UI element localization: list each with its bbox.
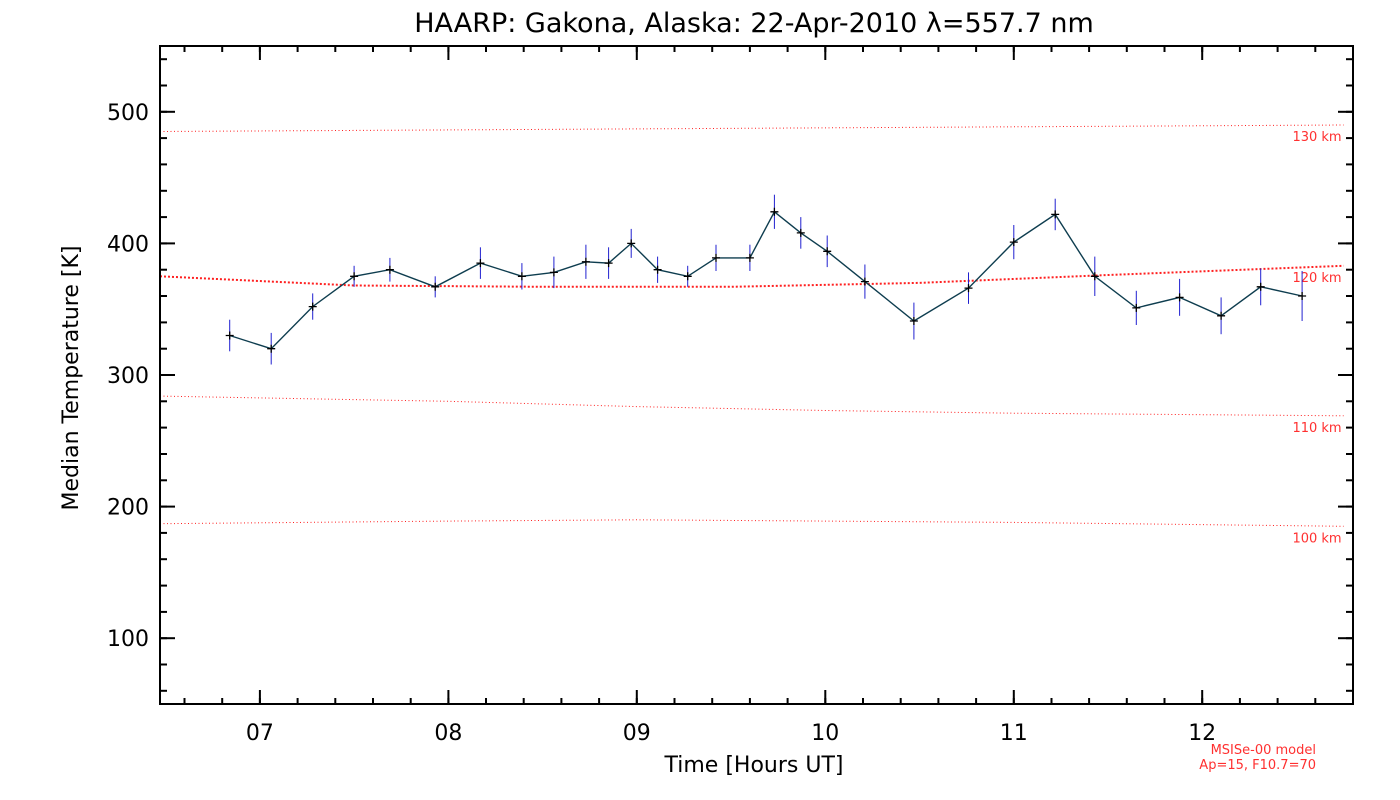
x-tick-label: 11 — [1000, 721, 1028, 746]
y-tick-label: 200 — [107, 496, 149, 521]
y-tick-label: 100 — [107, 627, 149, 652]
x-tick-label: 12 — [1188, 721, 1216, 746]
y-tick-label: 300 — [107, 364, 149, 389]
data-point — [1175, 293, 1184, 302]
data-point — [770, 207, 779, 216]
model-note-line-1: MSISe-00 model — [1211, 743, 1316, 758]
data-point — [476, 259, 485, 268]
y-axis-label: Median Temperature [K] — [59, 246, 84, 511]
data-point — [823, 247, 832, 256]
data-point — [1090, 272, 1099, 281]
data-point — [683, 272, 692, 281]
model-line-110-km — [159, 395, 1344, 417]
data-point — [604, 259, 613, 268]
model-note-line-2: Ap=15, F10.7=70 — [1199, 758, 1316, 773]
x-tick-label: 09 — [623, 721, 651, 746]
model-line-label-130-km: 130 km — [1292, 130, 1341, 145]
model-line-label-100-km: 100 km — [1292, 531, 1341, 546]
data-point — [964, 284, 973, 293]
data-point — [581, 257, 590, 266]
chart-title: HAARP: Gakona, Alaska: 22-Apr-2010 λ=557… — [414, 8, 1094, 39]
data-point — [431, 282, 440, 291]
model-line-label-110-km: 110 km — [1292, 421, 1341, 436]
data-point — [627, 239, 636, 248]
data-point — [745, 253, 754, 262]
data-point — [350, 272, 359, 281]
data-point — [1298, 292, 1307, 300]
data-point — [909, 317, 918, 325]
data-point — [549, 268, 558, 277]
plot-frame — [159, 45, 1354, 705]
data-point — [225, 331, 234, 340]
model-line-130-km — [159, 124, 1344, 132]
model-line-100-km — [159, 519, 1344, 527]
data-point — [860, 277, 869, 286]
y-tick-label: 500 — [107, 101, 149, 126]
data-point — [385, 265, 394, 274]
x-tick-label: 07 — [246, 721, 274, 746]
data-point — [1132, 303, 1141, 312]
plot-border — [159, 45, 1354, 705]
temperature-series-line — [229, 210, 1303, 350]
data-point — [308, 302, 317, 311]
data-point — [712, 253, 720, 262]
data-point — [1009, 238, 1018, 247]
x-tick-label: 10 — [811, 721, 839, 746]
data-point — [653, 265, 662, 274]
data-point — [796, 228, 805, 237]
data-point — [1256, 282, 1265, 291]
axis-ticks: 07 08 09 10 11 12 100 200 300 400 500 — [107, 46, 1354, 746]
x-tick-label: 08 — [434, 721, 462, 746]
data-point — [267, 344, 276, 353]
model-line-120-km — [159, 264, 1344, 288]
data-point — [1217, 311, 1226, 320]
model-line-label-120-km: 120 km — [1292, 271, 1341, 286]
data-point — [517, 272, 526, 281]
y-tick-label: 400 — [107, 232, 149, 257]
plot-area: 130 km 120 km 110 km 100 km — [159, 124, 1344, 546]
x-axis-label: Time [Hours UT] — [664, 753, 844, 778]
data-point — [1051, 210, 1060, 219]
